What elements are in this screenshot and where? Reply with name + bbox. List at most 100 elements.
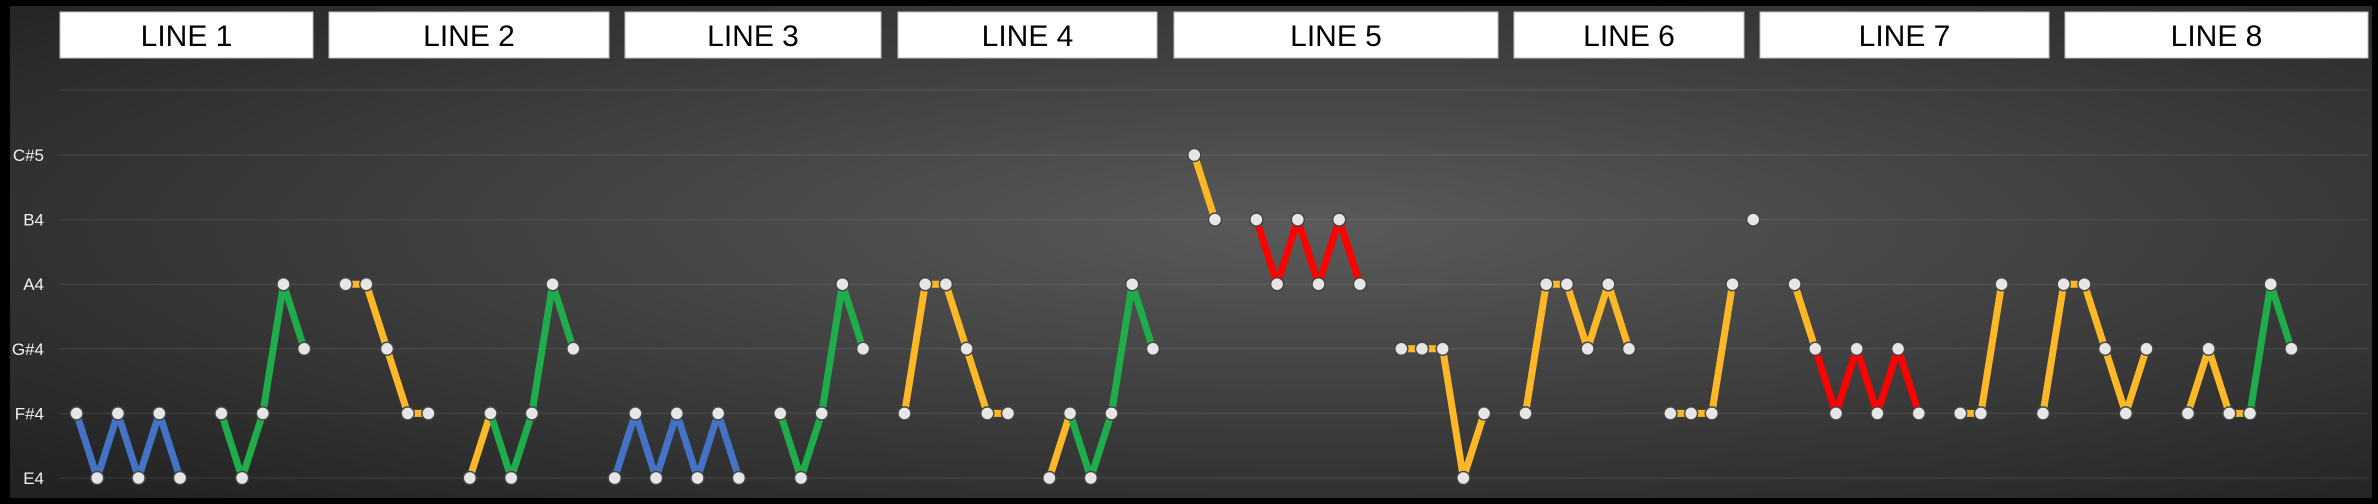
note-marker	[1083, 470, 1099, 486]
note-marker	[1414, 341, 1430, 357]
note-marker	[1745, 212, 1761, 227]
note-marker	[131, 470, 146, 486]
note-marker	[1994, 276, 2009, 292]
note-marker	[1580, 341, 1595, 357]
pitch-segment-blue	[73, 409, 184, 482]
note-marker	[462, 470, 478, 486]
note-marker	[2056, 276, 2071, 292]
note-marker	[1207, 212, 1223, 227]
note-marker	[855, 341, 871, 357]
note-marker	[959, 341, 974, 357]
note-marker	[1145, 341, 1161, 357]
line-header-label: LINE 2	[423, 20, 515, 53]
note-marker	[379, 341, 395, 357]
line-header: LINE 4	[897, 11, 1158, 59]
pitch-segment-gold	[2184, 345, 2254, 417]
line-header-label: LINE 3	[707, 20, 799, 53]
note-marker	[1890, 341, 1906, 357]
note-marker	[234, 470, 250, 486]
note-marker	[421, 406, 436, 421]
note-marker	[731, 470, 747, 486]
note-marker	[1124, 276, 1140, 292]
line-header: LINE 7	[1759, 11, 2050, 59]
note-marker	[1911, 406, 1927, 421]
note-marker	[152, 406, 167, 421]
line-headers: LINE 1 LINE 2 LINE 3 LINE 4 LINE 5 LINE 6 LINE…	[59, 11, 2369, 59]
y-tick-label: B4	[23, 211, 44, 230]
note-marker	[2180, 406, 2196, 421]
note-marker	[2035, 406, 2051, 421]
note-marker	[400, 406, 415, 421]
note-marker	[359, 276, 374, 292]
note-marker	[2263, 276, 2278, 292]
note-marker	[1435, 341, 1450, 357]
note-marker	[1683, 406, 1699, 421]
line-header-label: LINE 8	[2171, 20, 2263, 53]
note-marker	[897, 406, 912, 421]
line-header-label: LINE 1	[141, 20, 233, 53]
note-marker	[1311, 276, 1326, 292]
pitch-segment-gold	[1045, 409, 1074, 482]
note-marker	[1663, 406, 1678, 421]
y-axis: E4 F#4 G#4 A4 B4 C#5	[12, 146, 44, 488]
note-marker	[69, 406, 84, 421]
pitch-segment-gold	[1791, 280, 1819, 353]
line-header-box	[2064, 11, 2369, 59]
note-marker	[255, 406, 271, 421]
note-marker	[793, 470, 809, 486]
note-marker	[1456, 470, 1471, 486]
line-header-label: LINE 7	[1859, 20, 1951, 53]
note-marker	[648, 470, 664, 486]
note-marker	[835, 276, 850, 292]
note-marker	[524, 406, 540, 421]
note-marker	[1269, 276, 1285, 292]
note-marker	[710, 406, 726, 421]
note-marker	[2284, 341, 2299, 357]
pitch-segment-gold	[2039, 280, 2150, 417]
pitch-segment-gold	[1190, 151, 1219, 224]
note-marker	[296, 341, 312, 357]
note-marker	[1870, 406, 1885, 421]
note-marker	[1062, 406, 1078, 421]
note-marker	[1621, 341, 1637, 357]
note-marker	[1808, 341, 1823, 357]
note-marker	[214, 406, 229, 421]
note-marker	[1601, 276, 1616, 292]
y-tick-label: E4	[23, 469, 44, 488]
note-marker	[338, 276, 353, 292]
note-marker	[1104, 406, 1119, 421]
note-marker	[1828, 406, 1844, 421]
note-marker	[1042, 470, 1057, 486]
line-header: LINE 5	[1173, 11, 1499, 59]
note-marker	[566, 341, 581, 357]
note-marker	[545, 276, 560, 292]
note-marker	[938, 276, 954, 292]
pitch-segment-gold	[466, 409, 494, 482]
note-marker	[483, 406, 498, 421]
note-marker	[690, 470, 705, 486]
line-header: LINE 6	[1513, 11, 1745, 59]
line-header: LINE 2	[328, 11, 610, 59]
note-marker	[1290, 212, 1306, 227]
note-markers	[69, 147, 2299, 486]
note-marker	[2201, 341, 2216, 357]
line-header: LINE 3	[624, 11, 882, 59]
line-header-box	[328, 11, 610, 59]
y-tick-label: G#4	[12, 340, 44, 359]
note-marker	[503, 470, 519, 486]
line-header-box	[59, 11, 314, 59]
note-marker	[773, 406, 788, 421]
pitch-segment-red	[1811, 345, 1923, 417]
note-marker	[2139, 341, 2154, 357]
line-header-label: LINE 5	[1290, 20, 1382, 53]
note-marker	[2097, 341, 2113, 357]
note-marker	[1725, 276, 1740, 292]
note-marker	[2077, 276, 2092, 292]
note-marker	[1352, 276, 1368, 292]
line-header: LINE 8	[2064, 11, 2369, 59]
note-marker	[1973, 406, 1989, 421]
pitch-segment-gold	[1522, 280, 1633, 417]
note-marker	[276, 276, 291, 292]
line-header-box	[897, 11, 1158, 59]
